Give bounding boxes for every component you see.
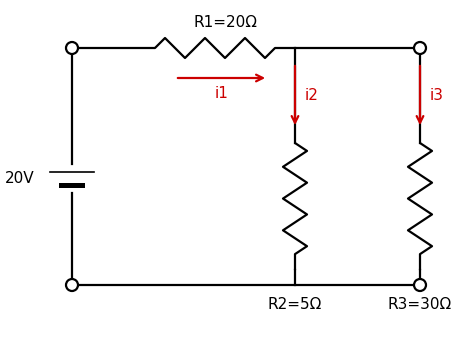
Text: i1: i1 bbox=[214, 86, 228, 101]
Text: R3=30Ω: R3=30Ω bbox=[388, 297, 452, 312]
Text: R1=20Ω: R1=20Ω bbox=[193, 15, 257, 30]
Circle shape bbox=[66, 279, 78, 291]
Text: R2=5Ω: R2=5Ω bbox=[268, 297, 322, 312]
Text: i2: i2 bbox=[305, 88, 319, 103]
Text: 20V: 20V bbox=[4, 171, 34, 186]
Circle shape bbox=[414, 279, 426, 291]
Circle shape bbox=[414, 42, 426, 54]
Circle shape bbox=[66, 42, 78, 54]
Text: i3: i3 bbox=[430, 88, 444, 103]
Bar bbox=[59, 183, 85, 188]
